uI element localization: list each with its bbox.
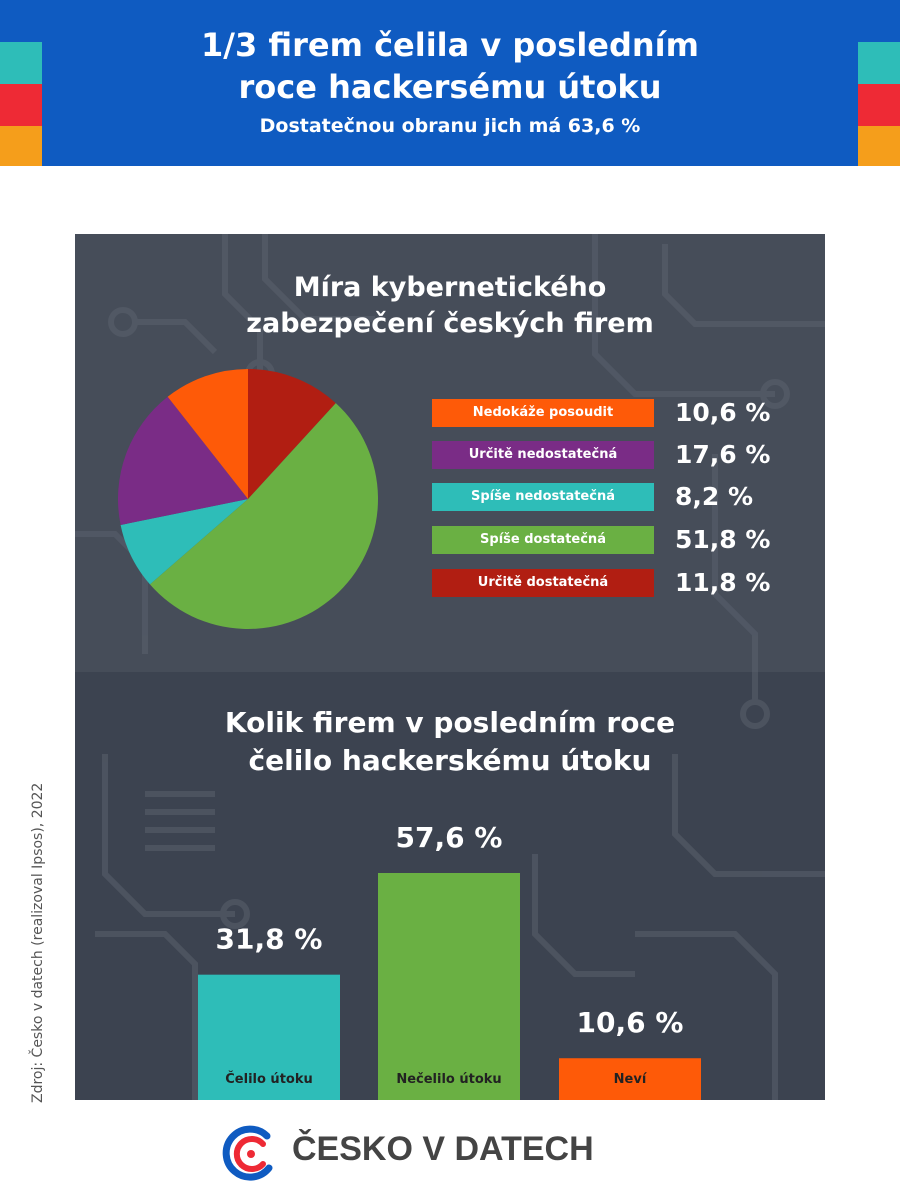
legend-value-urcite-nedostatecna: 17,6 % bbox=[675, 440, 771, 469]
page-title-line2: roce hackersému útoku bbox=[238, 68, 662, 106]
stripe-teal-left bbox=[0, 42, 42, 84]
legend-label-urcite-dostatecna: Určitě dostatečná bbox=[432, 569, 654, 597]
page-title: 1/3 firem čelila v posledním roce hacker… bbox=[0, 24, 900, 108]
pie-slice-1 bbox=[118, 396, 248, 525]
page-subtitle: Dostatečnou obranu jich má 63,6 % bbox=[259, 115, 641, 137]
logo-text: ČESKO V DATECH bbox=[292, 1130, 594, 1168]
infographic-panel: Míra kybernetického zabezpečení českých … bbox=[75, 234, 825, 1100]
bar-0 bbox=[198, 974, 340, 1100]
pie-slice-0 bbox=[167, 369, 248, 499]
legend-label-spise-nedostatecna: Spíše nedostatečná bbox=[432, 483, 654, 511]
pie-slice-2 bbox=[120, 499, 248, 585]
stripe-orange-left bbox=[0, 126, 42, 166]
pie-chart-title-line1: Míra kybernetického bbox=[293, 272, 607, 303]
legend-value-urcite-dostatecna: 11,8 % bbox=[675, 568, 771, 597]
source-credit: Zdroj: Česko v datech (realizoval Ipsos)… bbox=[30, 782, 46, 1103]
bar-chart: 31,8 % Čelilo útoku 57,6 % Nečelilo útoku 10… bbox=[198, 821, 701, 1100]
bar-chart-title: Kolik firem v posledním roce čelilo hack… bbox=[75, 704, 825, 780]
pie-chart bbox=[118, 369, 378, 629]
bar-chart-title-line2: čelilo hackerskému útoku bbox=[248, 744, 652, 777]
stripe-red-left bbox=[0, 84, 42, 126]
bar-value-label-0: 31,8 % bbox=[216, 923, 323, 956]
stripe-red-right bbox=[858, 84, 900, 126]
circuit-background bbox=[75, 234, 825, 1100]
legend-value-spise-dostatecna: 51,8 % bbox=[675, 525, 771, 554]
bar-chart-title-line1: Kolik firem v posledním roce bbox=[224, 706, 676, 739]
bar-category-label-2: Neví bbox=[614, 1072, 648, 1087]
bar-value-label-1: 57,6 % bbox=[396, 821, 503, 854]
legend-label-nedokaze: Nedokáže posoudit bbox=[432, 399, 654, 427]
stripe-orange-right bbox=[858, 126, 900, 166]
pie-slice-3 bbox=[149, 403, 378, 629]
header-banner: 1/3 firem čelila v posledním roce hacker… bbox=[0, 0, 900, 166]
bar-category-label-0: Čelilo útoku bbox=[225, 1071, 312, 1087]
bar-2 bbox=[559, 1058, 701, 1100]
legend-label-urcite-nedostatecna: Určitě nedostatečná bbox=[432, 441, 654, 469]
pie-chart-title: Míra kybernetického zabezpečení českých … bbox=[75, 270, 825, 342]
cv-datech-logo-icon bbox=[222, 1125, 273, 1181]
bar-1 bbox=[378, 873, 520, 1100]
page-title-line1: 1/3 firem čelila v posledním bbox=[201, 26, 699, 64]
bar-category-label-1: Nečelilo útoku bbox=[396, 1072, 501, 1087]
pie-slice-4 bbox=[248, 369, 336, 499]
legend-value-spise-nedostatecna: 8,2 % bbox=[675, 482, 754, 511]
pie-chart-title-line2: zabezpečení českých firem bbox=[246, 308, 654, 339]
stripe-teal-right bbox=[858, 42, 900, 84]
bar-value-label-2: 10,6 % bbox=[577, 1006, 684, 1039]
legend-value-nedokaze: 10,6 % bbox=[675, 398, 771, 427]
legend-label-spise-dostatecna: Spíše dostatečná bbox=[432, 526, 654, 554]
